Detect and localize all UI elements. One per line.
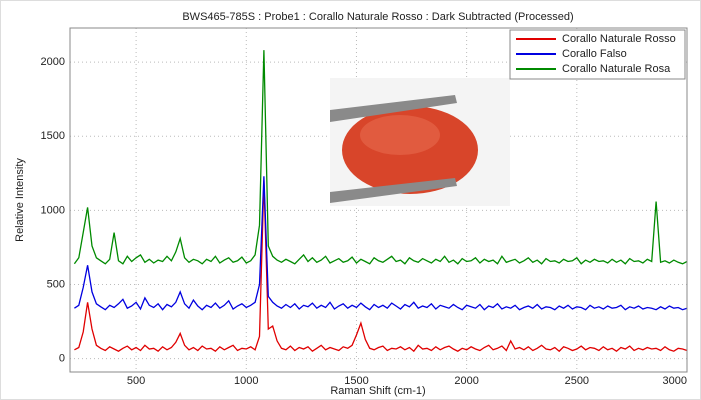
x-tick-label: 2000 bbox=[454, 375, 478, 387]
coral-highlight bbox=[360, 115, 440, 155]
legend-label: Corallo Naturale Rosa bbox=[562, 63, 671, 75]
x-tick-label: 2500 bbox=[565, 375, 589, 387]
legend: Corallo Naturale Rosso Corallo Falso Coral… bbox=[510, 30, 685, 79]
photo bbox=[330, 78, 510, 206]
y-tick-label: 1500 bbox=[41, 130, 65, 142]
y-tick-label: 1000 bbox=[41, 204, 65, 216]
chart-title: BWS465-785S : Probe1 : Corallo Naturale … bbox=[182, 11, 573, 23]
x-tick-label: 500 bbox=[127, 375, 145, 387]
x-tick-label: 1000 bbox=[234, 375, 258, 387]
x-tick-label: 1500 bbox=[344, 375, 368, 387]
legend-label: Corallo Naturale Rosso bbox=[562, 33, 676, 45]
x-tick-label: 3000 bbox=[663, 375, 687, 387]
page: {"chart_data": {"type": "line", "title":… bbox=[0, 0, 701, 400]
y-tick-label: 0 bbox=[59, 353, 65, 365]
y-tick-label: 500 bbox=[47, 278, 65, 290]
legend-label: Corallo Falso bbox=[562, 48, 627, 60]
y-axis-label: Relative Intensity bbox=[14, 158, 26, 242]
y-tick-label: 2000 bbox=[41, 56, 65, 68]
chart: BWS465-785S : Probe1 : Corallo Naturale … bbox=[0, 0, 701, 400]
